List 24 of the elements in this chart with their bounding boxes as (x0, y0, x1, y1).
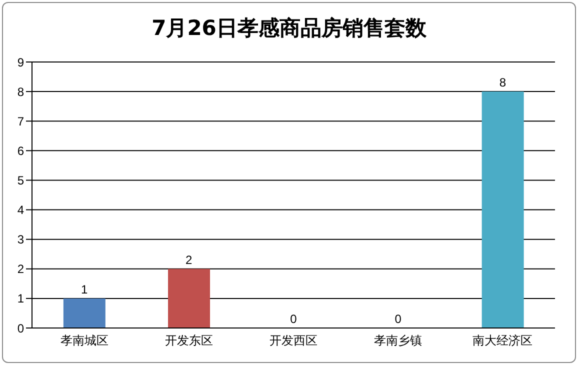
y-tick-label: 4 (17, 203, 24, 218)
x-tick-label: 开发西区 (270, 334, 318, 348)
x-tick-label: 南大经济区 (472, 334, 533, 348)
y-tick-label: 2 (17, 262, 24, 276)
chart-title: 7月26日孝感商品房销售套数 (150, 15, 428, 42)
data-label: 0 (394, 312, 402, 326)
y-tick-label: 7 (17, 114, 24, 128)
y-tick-label: 0 (17, 321, 24, 336)
bar (168, 268, 210, 328)
x-tick-label: 开发东区 (164, 334, 213, 348)
y-tick-label: 9 (17, 55, 24, 70)
x-tick-label: 孝南城区 (60, 334, 108, 348)
y-tick-label: 3 (17, 232, 24, 247)
y-tick-label: 6 (17, 144, 24, 158)
x-tick-label: 孝南乡镇 (374, 334, 422, 348)
data-label: 2 (186, 252, 193, 267)
y-tick-label: 5 (17, 173, 24, 188)
y-tick-label: 8 (17, 84, 24, 99)
data-label: 8 (499, 76, 506, 90)
data-label: 1 (80, 282, 88, 296)
bar (63, 298, 106, 328)
data-label: 0 (290, 312, 298, 326)
bar (482, 92, 524, 328)
y-tick-label: 1 (17, 292, 24, 306)
